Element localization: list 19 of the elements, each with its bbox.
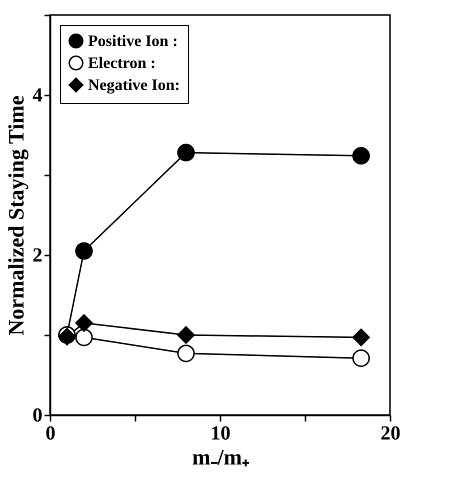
y-tick-label: 4 xyxy=(32,84,42,106)
legend-label: Negative Ion: xyxy=(88,77,180,94)
point xyxy=(177,144,195,162)
y-tick-label: 0 xyxy=(32,404,42,426)
y-tick-label: 2 xyxy=(32,244,42,266)
point xyxy=(75,314,93,332)
y-axis-title: Normalized Staying Time xyxy=(4,95,28,336)
point xyxy=(177,344,195,362)
x-tick-label: 10 xyxy=(210,422,230,444)
point xyxy=(75,328,93,346)
point xyxy=(352,349,370,367)
point xyxy=(177,326,195,344)
point xyxy=(352,147,370,165)
point xyxy=(352,328,370,346)
point xyxy=(75,242,93,260)
legend-label: Positive Ion : xyxy=(88,33,178,50)
x-tick-label: 20 xyxy=(380,422,400,444)
legend-label: Electron : xyxy=(88,55,156,72)
x-axis-title: m₋/m₊ xyxy=(192,444,250,470)
